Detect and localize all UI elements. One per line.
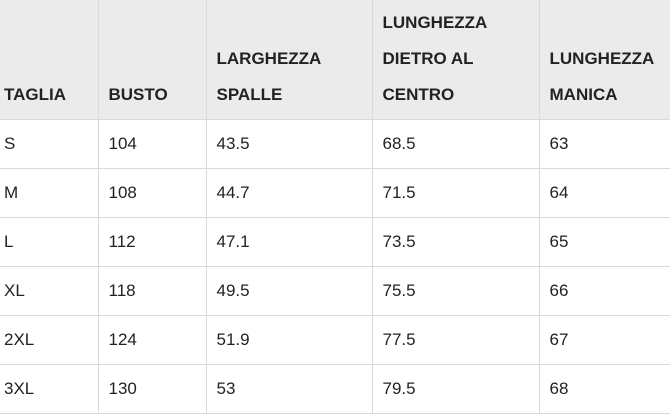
table-cell: 44.7 (206, 168, 373, 218)
table-cell: 112 (98, 217, 207, 267)
table-cell: 68 (539, 364, 670, 414)
table-cell: 43.5 (206, 119, 373, 169)
table-cell: 71.5 (372, 168, 540, 218)
table-row: L 112 47.1 73.5 65 (0, 217, 670, 267)
table-cell: 66 (539, 266, 670, 316)
header-cell: LUNGHEZZA MANICA (539, 0, 670, 120)
table-cell: 63 (539, 119, 670, 169)
table-cell: 49.5 (206, 266, 373, 316)
table-cell: 75.5 (372, 266, 540, 316)
table-cell: 79.5 (372, 364, 540, 414)
table-cell: 124 (98, 315, 207, 365)
table-cell: 53 (206, 364, 373, 414)
table-cell: 108 (98, 168, 207, 218)
header-cell: LUNGHEZZA DIETRO AL CENTRO (372, 0, 540, 120)
header-cell: TAGLIA (0, 0, 99, 120)
table-cell: 47.1 (206, 217, 373, 267)
table-row: XL 118 49.5 75.5 66 (0, 266, 670, 316)
table-cell: 77.5 (372, 315, 540, 365)
table-cell: 118 (98, 266, 207, 316)
table-cell: 67 (539, 315, 670, 365)
table-row: 3XL 130 53 79.5 68 (0, 364, 670, 414)
table-cell: M (0, 168, 99, 218)
header-row: TAGLIA BUSTO LARGHEZZA SPALLE LUNGHEZZA DIE… (0, 0, 670, 120)
table-cell: 104 (98, 119, 207, 169)
table-cell: 51.9 (206, 315, 373, 365)
table-cell: 68.5 (372, 119, 540, 169)
header-cell: BUSTO (98, 0, 207, 120)
table-row: 2XL 124 51.9 77.5 67 (0, 315, 670, 365)
table-row: S 104 43.5 68.5 63 (0, 119, 670, 169)
table-row: M 108 44.7 71.5 64 (0, 168, 670, 218)
table-cell: L (0, 217, 99, 267)
table-body: S 104 43.5 68.5 63 M 108 44.7 71.5 64 L 112 47.1 73.5… (0, 119, 670, 414)
table-cell: 64 (539, 168, 670, 218)
table-cell: 73.5 (372, 217, 540, 267)
table-cell: S (0, 119, 99, 169)
table-header: TAGLIA BUSTO LARGHEZZA SPALLE LUNGHEZZA DIE… (0, 0, 670, 120)
table-cell: 65 (539, 217, 670, 267)
table-cell: 2XL (0, 315, 99, 365)
table-cell: XL (0, 266, 99, 316)
header-cell: LARGHEZZA SPALLE (206, 0, 373, 120)
table-cell: 130 (98, 364, 207, 414)
table-cell: 3XL (0, 364, 99, 414)
